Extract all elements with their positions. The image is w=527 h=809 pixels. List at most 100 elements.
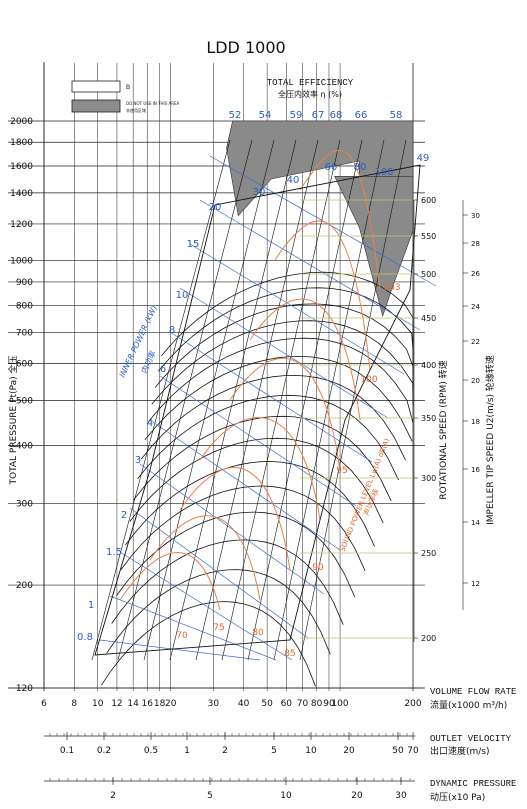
x-tick-label: 8 xyxy=(71,699,77,709)
x-tick-label: 12 xyxy=(111,699,122,709)
rpm-tick-label: 500 xyxy=(421,270,436,279)
fan-speed-curve xyxy=(133,415,392,502)
power-label: 60 xyxy=(325,162,338,173)
y-tick-label: 500 xyxy=(16,396,33,406)
efficiency-label: 68 xyxy=(330,110,343,121)
sound-label: 103 xyxy=(383,283,400,293)
y-tick-label: 2000 xyxy=(10,117,33,127)
velocity-axis-label-en: OUTLET VELOCITY xyxy=(430,734,512,744)
power-label: 80 xyxy=(354,162,367,173)
power-label-cn: 内功率 xyxy=(139,349,158,375)
efficiency-label: 59 xyxy=(290,110,303,121)
fan-speed-curve xyxy=(137,394,399,481)
fan-speed-curve xyxy=(101,601,316,687)
rpm-tick-label: 400 xyxy=(421,361,436,370)
system-line xyxy=(299,139,407,661)
legend-grey-label-cn: 非使用区域 xyxy=(126,107,146,113)
x-tick-label: 14 xyxy=(127,699,139,709)
system-line xyxy=(91,139,231,661)
sound-power-curve xyxy=(179,467,291,571)
rpm-tick-label: 600 xyxy=(421,196,436,205)
sound-label: 80 xyxy=(252,628,264,638)
dynamic-pressure-tick-label: 10 xyxy=(280,791,292,801)
power-line xyxy=(159,375,357,507)
y-tick-label: 200 xyxy=(16,581,33,591)
x-tick-label: 50 xyxy=(261,699,273,709)
y-tick-label: 1600 xyxy=(10,162,33,172)
dynamic-pressure-tick-label: 30 xyxy=(395,791,407,801)
y-tick-label: 1800 xyxy=(10,138,33,148)
dynamic-pressure-label-en: DYNAMIC PRESSURE xyxy=(430,779,516,789)
fan-envelope xyxy=(94,164,421,656)
chart-legend: B DO NOT USE IN THIS AREA 非使用区域 xyxy=(71,80,180,113)
fan-speed-curve xyxy=(120,485,366,571)
fan-speed-curve xyxy=(129,437,384,524)
tip-speed-tick-label: 24 xyxy=(471,303,480,311)
dynamic-pressure-tick-label: 20 xyxy=(351,791,363,801)
sound-label: 100 xyxy=(360,375,377,385)
legend-box-grey xyxy=(71,99,121,113)
efficiency-title: TOTAL EFFICIENCY xyxy=(267,78,354,88)
tip-speed-tick-label: 28 xyxy=(471,240,480,248)
x-tick-label: 16 xyxy=(141,699,153,709)
x-tick-label: 30 xyxy=(208,699,220,709)
right-axes: 200 250 300 350 400 450 500 550 600 12 14 16 18 20 22 2… xyxy=(413,196,480,643)
power-line xyxy=(149,419,341,551)
power-label: 10 xyxy=(176,290,189,301)
power-label: 30 xyxy=(253,187,266,198)
sound-power-curve xyxy=(249,298,361,421)
system-line xyxy=(195,139,319,661)
velocity-axis-label-cn: 出口速度(m/s) xyxy=(430,745,490,757)
velocity-tick-label: 2 xyxy=(222,746,228,756)
fan-speed-curve xyxy=(157,287,414,373)
velocity-tick-label: 1 xyxy=(184,746,190,756)
velocity-tick-label: 0.2 xyxy=(97,746,111,756)
sound-power-curve xyxy=(149,515,261,601)
flow-axis-label-en: VOLUME FLOW RATE xyxy=(430,687,516,697)
bottom-axes: 0.1 0.2 0.5 1 2 5 10 20 50 70 2 5 10 20 30 xyxy=(44,732,419,801)
velocity-tick-label: 0.1 xyxy=(60,746,74,756)
velocity-tick-label: 20 xyxy=(343,746,355,756)
rpm-tick-label: 250 xyxy=(421,549,436,558)
power-label: 0.8 xyxy=(77,632,93,643)
y-tick-label: 300 xyxy=(16,499,33,509)
power-line xyxy=(109,595,277,661)
legend-box-white xyxy=(71,80,121,93)
rpm-tick-label: 300 xyxy=(421,474,436,483)
tip-speed-axis-label: IMPELLER TIP SPEED U2(m/s) 轮缘转速 xyxy=(484,355,496,525)
rpm-tick-label: 550 xyxy=(421,232,436,241)
sound-power-curve xyxy=(299,149,381,291)
power-label: 2 xyxy=(121,510,127,521)
system-line xyxy=(247,139,363,661)
velocity-tick-label: 50 xyxy=(392,746,404,756)
tip-speed-tick-label: 22 xyxy=(471,338,480,346)
x-tick-label: 6 xyxy=(41,699,47,709)
power-label-en: INNER POWER (kW) xyxy=(118,304,159,379)
sound-label-en: SOUND POWER LEVEL Lw(A) dB(A) xyxy=(338,437,391,553)
fan-speed-curve xyxy=(140,374,406,461)
velocity-tick-label: 70 xyxy=(407,746,419,756)
fan-speed-curve xyxy=(154,303,414,389)
y-axis-label: TOTAL PRESSURE Pt(Pa) 全压 xyxy=(7,356,19,486)
velocity-tick-label: 0.5 xyxy=(144,746,158,756)
sound-power-curve xyxy=(274,220,371,371)
power-label: 1 xyxy=(88,600,94,611)
sound-label: 75 xyxy=(213,623,224,633)
power-line xyxy=(99,639,261,661)
efficiency-label: 66 xyxy=(355,110,368,121)
x-tick-label: 40 xyxy=(238,699,250,709)
x-tick-label: 100 xyxy=(331,699,348,709)
tip-speed-tick-label: 14 xyxy=(471,519,480,527)
x-tick-label: 70 xyxy=(297,699,309,709)
rpm-axis-label: ROTATIONAL SPEED (RPM) 转速 xyxy=(437,360,449,499)
power-label: 1.5 xyxy=(106,547,122,558)
fan-speed-curve xyxy=(151,320,414,406)
sound-power-curve xyxy=(229,357,341,471)
y-tick-label: 400 xyxy=(16,441,33,451)
power-label: 40 xyxy=(287,175,300,186)
power-line xyxy=(169,331,373,463)
power-line xyxy=(129,507,309,639)
rpm-tick-label: 350 xyxy=(421,414,436,423)
